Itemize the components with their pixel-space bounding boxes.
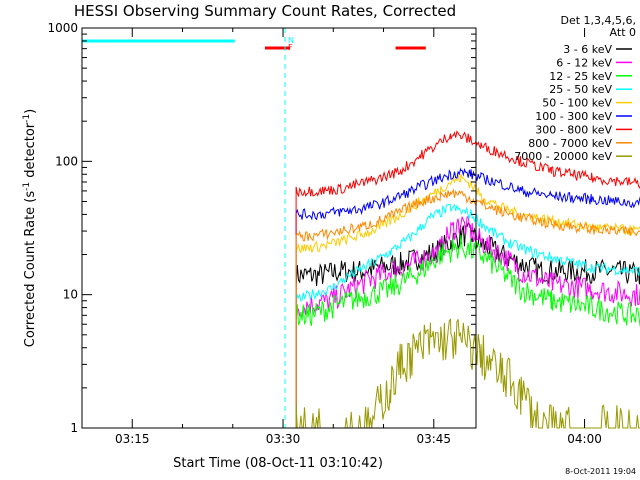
x-tick-label-3: 04:00: [567, 432, 602, 446]
y-tick-label-2: 100: [55, 154, 78, 168]
y-axis-label: Corrected Count Rate (s-1 detector-1): [22, 109, 38, 347]
chart-title: HESSI Observing Summary Count Rates, Cor…: [74, 2, 456, 20]
series-line-6: [295, 130, 640, 428]
legend-label-7: 800 - 7000 keV: [528, 137, 612, 150]
flag-label-N: N: [288, 36, 294, 45]
series-line-1: [295, 215, 640, 428]
svg-text:Corrected Count Rate (s-1 dete: Corrected Count Rate (s-1 detector-1): [22, 109, 38, 347]
series-line-2: [295, 235, 640, 428]
y-axis-label-mid: detector: [23, 122, 38, 182]
legend-label-5: 100 - 300 keV: [535, 110, 612, 123]
x-tick-label-0: 03:15: [115, 432, 150, 446]
series-line-7: [295, 188, 640, 428]
y-axis-label-sup2: -1: [22, 114, 32, 123]
flag-label-F: F: [288, 43, 293, 52]
plot-area: NF03:1503:3003:4504:0004:1504:3004:45110…: [47, 21, 640, 446]
legend-label-6: 300 - 800 keV: [535, 123, 612, 136]
footer-date: 8-Oct-2011 19:04: [565, 467, 636, 476]
x-tick-label-1: 03:30: [266, 432, 301, 446]
series-line-3: [295, 203, 640, 428]
legend-label-2: 12 - 25 keV: [549, 70, 612, 83]
legend-header-1: Att 0: [610, 26, 636, 39]
y-tick-label-3: 1000: [47, 21, 78, 35]
x-axis-label: Start Time (08-Oct-11 03:10:42): [173, 456, 383, 471]
legend-header-0: Det 1,3,4,5,6,: [560, 14, 636, 27]
legend-label-8: 7000 - 20000 keV: [514, 150, 612, 163]
legend-label-1: 6 - 12 keV: [556, 56, 612, 69]
plot-frame: [81, 27, 477, 429]
series-line-8: [295, 317, 640, 429]
y-axis-label-main: Corrected Count Rate (s: [23, 191, 38, 348]
legend-label-3: 25 - 50 keV: [549, 83, 612, 96]
y-axis-label-end: ): [23, 109, 38, 114]
y-tick-label-0: 1: [70, 421, 78, 435]
legend-label-4: 50 - 100 keV: [542, 97, 612, 110]
series-line-5: [295, 167, 640, 428]
y-axis-label-sup1: -1: [22, 182, 32, 191]
y-tick-label-1: 10: [63, 288, 78, 302]
legend-label-0: 3 - 6 keV: [563, 43, 612, 56]
x-tick-label-2: 03:45: [416, 432, 451, 446]
